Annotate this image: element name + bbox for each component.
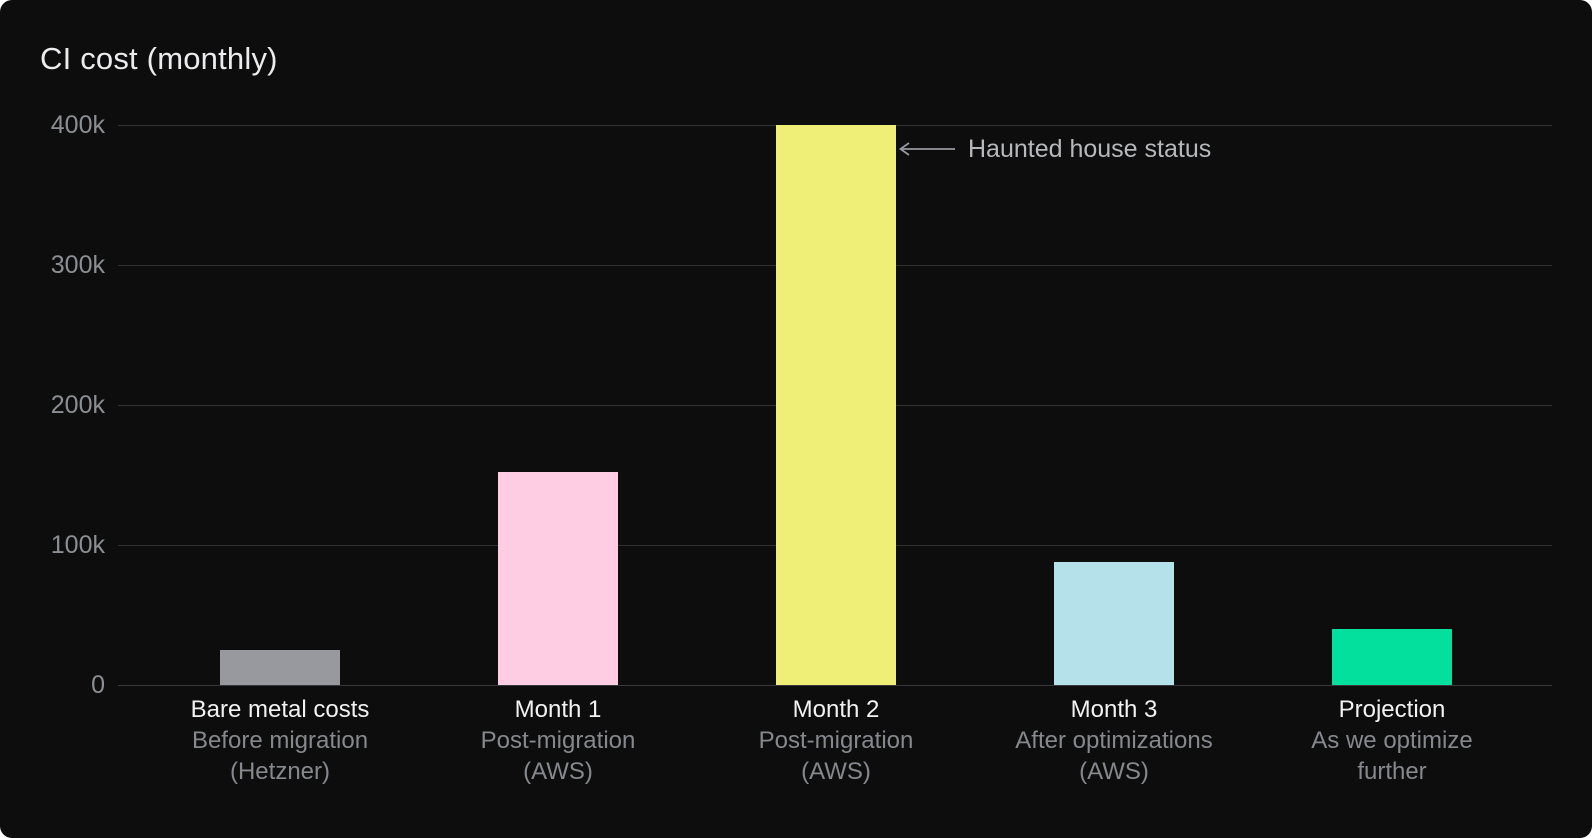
bar-month-3[interactable]	[1054, 562, 1174, 685]
category-main-label: Month 3	[1070, 696, 1158, 723]
category-label-bare-metal-costs: Bare metal costs Before migration (Hetzner…	[141, 694, 419, 787]
category-sub-label: (AWS)	[523, 758, 593, 785]
category-sub-label: (AWS)	[1079, 758, 1149, 785]
category-label-month-1: Month 1 Post-migration (AWS)	[419, 694, 697, 787]
category-main-label: Bare metal costs	[190, 696, 370, 723]
ytick-label-300k: 300k	[50, 251, 105, 279]
category-main-label: Month 2	[792, 696, 880, 723]
category-sub-label: Post-migration	[480, 727, 636, 754]
long-left-arrow-icon	[898, 142, 955, 156]
category-label-month-3: Month 3 After optimizations (AWS)	[975, 694, 1253, 787]
bar-month-1[interactable]	[498, 472, 618, 685]
chart-title: CI cost (monthly)	[40, 41, 278, 76]
gridline-0	[118, 685, 1552, 686]
ytick-label-100k: 100k	[50, 531, 105, 559]
category-sub-label: Post-migration	[758, 727, 914, 754]
bar-projection[interactable]	[1332, 629, 1452, 685]
category-label-projection: Projection As we optimize further	[1253, 694, 1531, 787]
ytick-label-400k: 400k	[50, 111, 105, 139]
category-sub-label: Before migration	[191, 727, 369, 754]
category-sub-label: After optimizations	[1015, 727, 1213, 754]
category-sub-label: (Hetzner)	[229, 758, 331, 785]
annotation: Haunted house status	[898, 133, 1211, 165]
category-main-label: Month 1	[514, 696, 602, 723]
category-main-label: Projection	[1338, 696, 1446, 723]
category-sub-label: further	[1357, 758, 1427, 785]
ytick-label-0: 0	[91, 671, 105, 699]
annotation-label: Haunted house status	[968, 134, 1212, 163]
bar-month-2[interactable]	[776, 125, 896, 685]
category-sub-label: (AWS)	[801, 758, 871, 785]
bar-bare-metal-costs[interactable]	[220, 650, 340, 685]
category-label-month-2: Month 2 Post-migration (AWS)	[697, 694, 975, 787]
ytick-label-200k: 200k	[50, 391, 105, 419]
category-sub-label: As we optimize	[1311, 727, 1473, 754]
